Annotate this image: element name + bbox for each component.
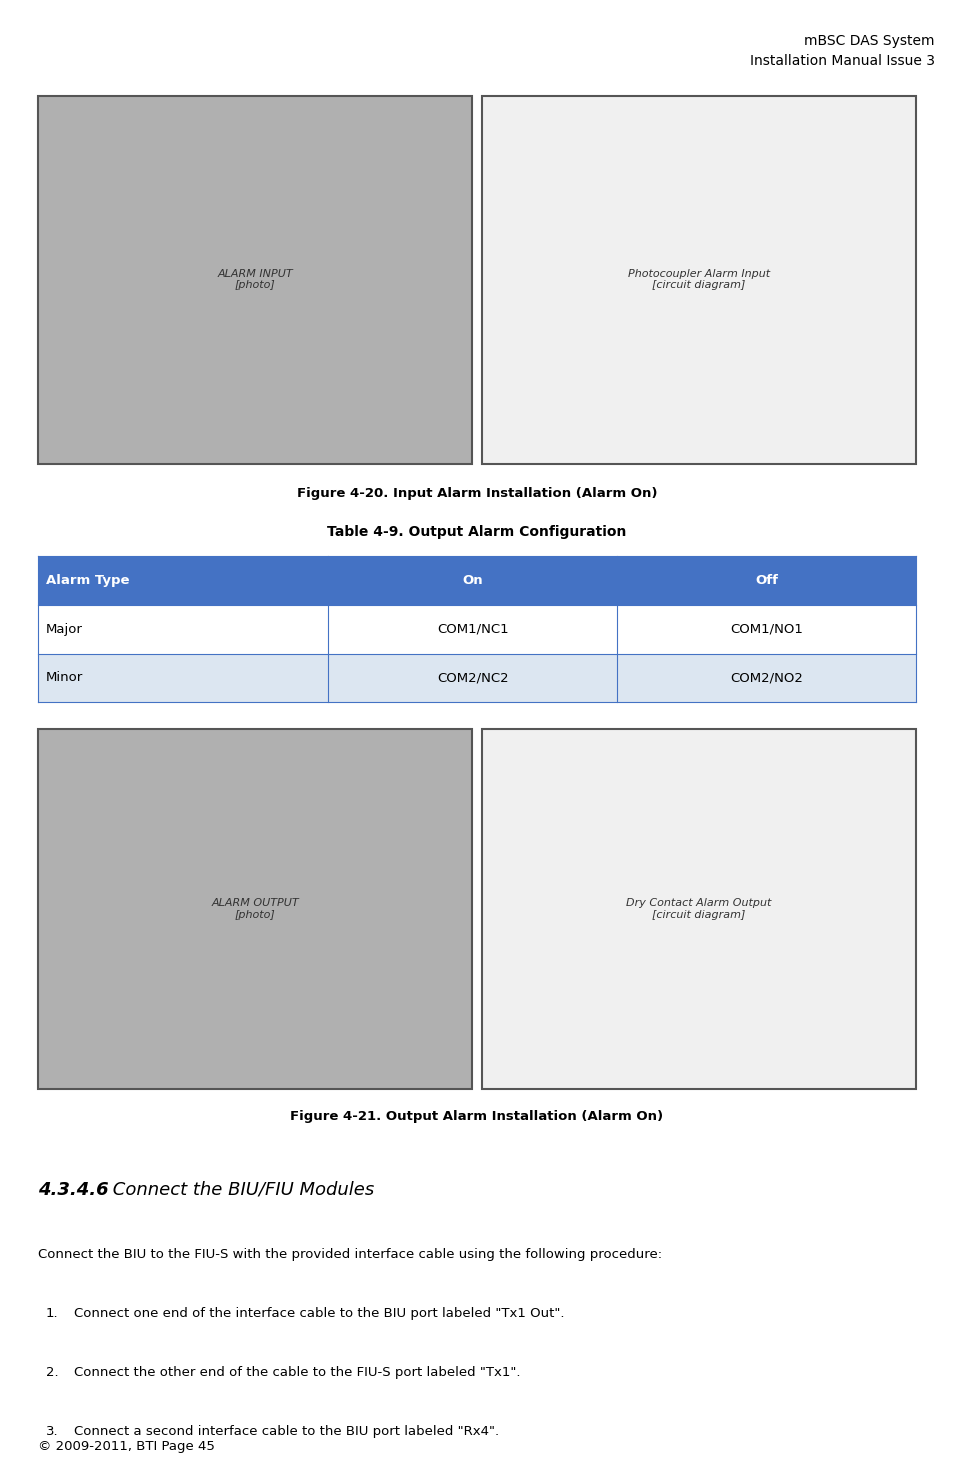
Text: COM2/NO2: COM2/NO2: [729, 671, 802, 684]
Bar: [481, 729, 915, 1089]
Text: ALARM OUTPUT
[photo]: ALARM OUTPUT [photo]: [212, 898, 298, 920]
Bar: [38, 556, 915, 605]
Bar: [38, 729, 472, 1089]
Bar: [38, 96, 472, 464]
Text: 3.: 3.: [46, 1425, 58, 1438]
Text: ALARM INPUT
[photo]: ALARM INPUT [photo]: [217, 269, 293, 290]
Bar: [38, 654, 915, 702]
Text: On: On: [462, 574, 482, 587]
Text: Figure 4-20. Input Alarm Installation (Alarm On): Figure 4-20. Input Alarm Installation (A…: [296, 487, 657, 500]
Text: Table 4-9. Output Alarm Configuration: Table 4-9. Output Alarm Configuration: [327, 524, 626, 539]
Text: Figure 4-21. Output Alarm Installation (Alarm On): Figure 4-21. Output Alarm Installation (…: [290, 1110, 663, 1123]
Text: 2.: 2.: [46, 1366, 58, 1379]
Text: Off: Off: [755, 574, 778, 587]
Text: Alarm Type: Alarm Type: [46, 574, 130, 587]
Text: COM2/NC2: COM2/NC2: [436, 671, 508, 684]
Text: Connect one end of the interface cable to the BIU port labeled "Tx1 Out".: Connect one end of the interface cable t…: [74, 1307, 564, 1320]
Text: Dry Contact Alarm Output
[circuit diagram]: Dry Contact Alarm Output [circuit diagra…: [625, 898, 771, 920]
Text: COM1/NC1: COM1/NC1: [436, 623, 508, 636]
Bar: [38, 605, 915, 654]
Text: Installation Manual Issue 3: Installation Manual Issue 3: [749, 54, 934, 69]
Text: 1.: 1.: [46, 1307, 58, 1320]
Text: Connect the BIU/FIU Modules: Connect the BIU/FIU Modules: [107, 1181, 374, 1198]
Bar: [481, 96, 915, 464]
Text: 4.3.4.6: 4.3.4.6: [38, 1181, 109, 1198]
Text: Major: Major: [46, 623, 83, 636]
Text: mBSC DAS System: mBSC DAS System: [803, 34, 934, 49]
Text: Photocoupler Alarm Input
[circuit diagram]: Photocoupler Alarm Input [circuit diagra…: [627, 269, 769, 290]
Text: Connect a second interface cable to the BIU port labeled "Rx4".: Connect a second interface cable to the …: [74, 1425, 499, 1438]
Text: Minor: Minor: [46, 671, 83, 684]
Text: © 2009-2011, BTI Page 45: © 2009-2011, BTI Page 45: [38, 1440, 214, 1453]
Text: Connect the BIU to the FIU-S with the provided interface cable using the followi: Connect the BIU to the FIU-S with the pr…: [38, 1248, 661, 1262]
Text: Connect the other end of the cable to the FIU-S port labeled "Tx1".: Connect the other end of the cable to th…: [74, 1366, 520, 1379]
Text: COM1/NO1: COM1/NO1: [729, 623, 802, 636]
